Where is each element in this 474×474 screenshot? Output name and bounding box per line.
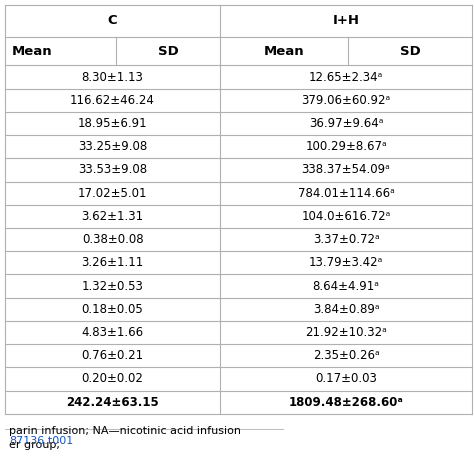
Text: 379.06±60.92ᵃ: 379.06±60.92ᵃ xyxy=(301,94,391,107)
Text: 17.02±5.01: 17.02±5.01 xyxy=(78,187,147,200)
Text: 33.53±9.08: 33.53±9.08 xyxy=(78,164,147,176)
Text: 18.95±6.91: 18.95±6.91 xyxy=(78,117,147,130)
Text: 3.37±0.72ᵃ: 3.37±0.72ᵃ xyxy=(313,233,379,246)
Text: 0.20±0.02: 0.20±0.02 xyxy=(82,373,144,385)
Text: SD: SD xyxy=(158,45,179,58)
Text: I+H: I+H xyxy=(333,14,359,27)
Text: 104.0±616.72ᵃ: 104.0±616.72ᵃ xyxy=(301,210,391,223)
Text: 116.62±46.24: 116.62±46.24 xyxy=(70,94,155,107)
Text: 87136.t001: 87136.t001 xyxy=(9,436,74,446)
Text: 1809.48±268.60ᵃ: 1809.48±268.60ᵃ xyxy=(289,396,403,409)
Text: SD: SD xyxy=(400,45,420,58)
Text: 8.64±4.91ᵃ: 8.64±4.91ᵃ xyxy=(312,280,380,292)
Text: 2.35±0.26ᵃ: 2.35±0.26ᵃ xyxy=(313,349,379,362)
Text: 0.76±0.21: 0.76±0.21 xyxy=(82,349,144,362)
Text: 0.18±0.05: 0.18±0.05 xyxy=(82,303,144,316)
Text: 784.01±114.66ᵃ: 784.01±114.66ᵃ xyxy=(298,187,394,200)
Text: 0.38±0.08: 0.38±0.08 xyxy=(82,233,144,246)
Text: 3.26±1.11: 3.26±1.11 xyxy=(82,256,144,269)
Text: 100.29±8.67ᵃ: 100.29±8.67ᵃ xyxy=(305,140,387,153)
Text: C: C xyxy=(108,14,118,27)
Text: 36.97±9.64ᵃ: 36.97±9.64ᵃ xyxy=(309,117,383,130)
Text: 0.17±0.03: 0.17±0.03 xyxy=(315,373,377,385)
Text: Mean: Mean xyxy=(264,45,305,58)
Text: 33.25±9.08: 33.25±9.08 xyxy=(78,140,147,153)
Text: 13.79±3.42ᵃ: 13.79±3.42ᵃ xyxy=(309,256,383,269)
Text: er group;: er group; xyxy=(9,440,61,450)
Text: 4.83±1.66: 4.83±1.66 xyxy=(82,326,144,339)
Text: 1.32±0.53: 1.32±0.53 xyxy=(82,280,144,292)
Text: Mean: Mean xyxy=(12,45,53,58)
Text: 3.62±1.31: 3.62±1.31 xyxy=(82,210,144,223)
Text: 242.24±63.15: 242.24±63.15 xyxy=(66,396,159,409)
Text: parin infusion; NA—nicotinic acid infusion: parin infusion; NA—nicotinic acid infusi… xyxy=(9,426,241,436)
Text: 3.84±0.89ᵃ: 3.84±0.89ᵃ xyxy=(313,303,379,316)
Text: 21.92±10.32ᵃ: 21.92±10.32ᵃ xyxy=(305,326,387,339)
Text: 338.37±54.09ᵃ: 338.37±54.09ᵃ xyxy=(301,164,391,176)
Text: 8.30±1.13: 8.30±1.13 xyxy=(82,71,144,83)
Text: 12.65±2.34ᵃ: 12.65±2.34ᵃ xyxy=(309,71,383,83)
